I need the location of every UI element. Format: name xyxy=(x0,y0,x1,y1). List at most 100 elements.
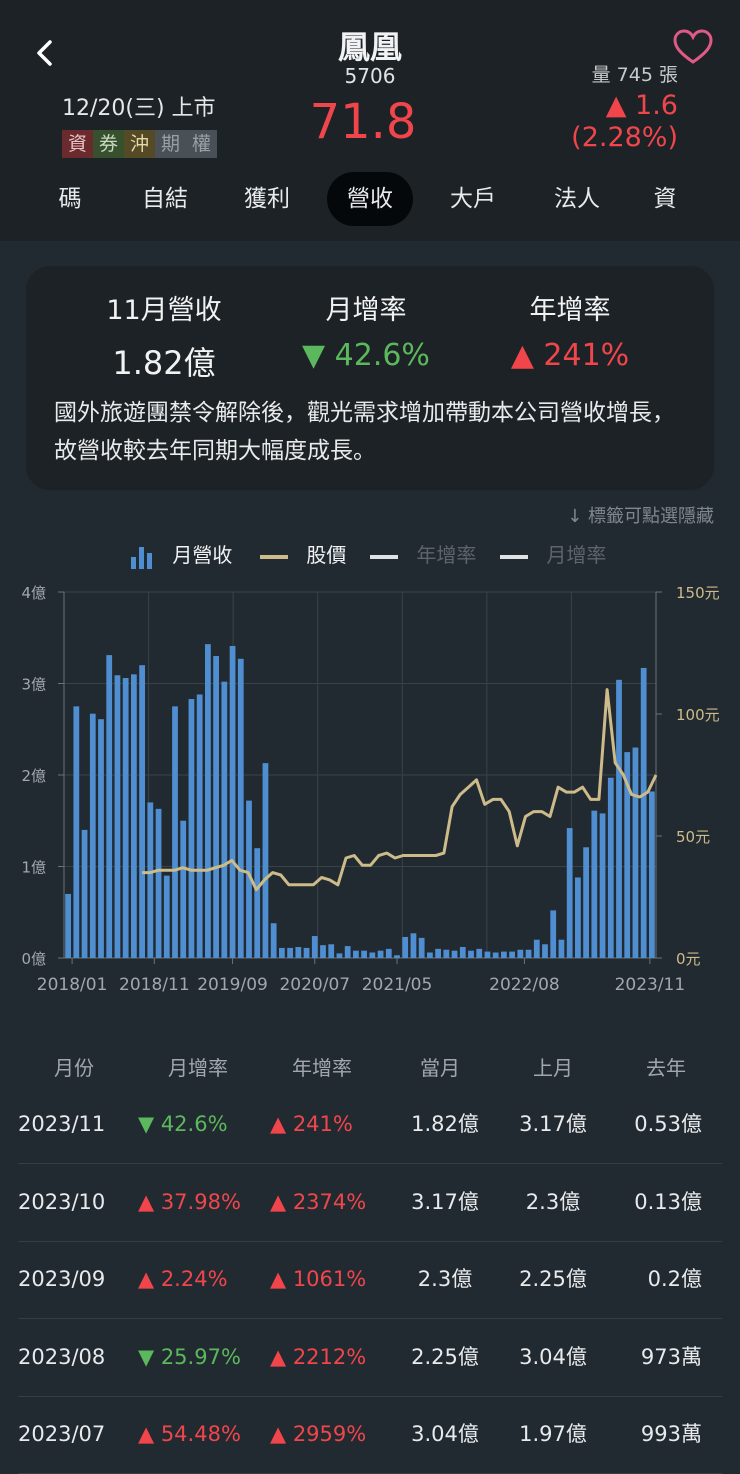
revenue-bar xyxy=(566,828,573,958)
mom-label: 月增率 xyxy=(325,295,407,326)
revenue-bar xyxy=(443,949,450,958)
table-row[interactable]: 2023/07 ▲ 54.48% ▲ 2959% 3.04億 1.97億 993萬 xyxy=(18,1396,722,1474)
cell-month: 2023/07 xyxy=(18,1422,106,1447)
cell-mom: ▲ 37.98% xyxy=(138,1189,241,1214)
x-tick-label: 2023/11 xyxy=(615,975,686,995)
cell-last-year: 0.13億 xyxy=(634,1189,702,1214)
table-row[interactable]: 2023/11 ▼ 42.6% ▲ 241% 1.82億 3.17億 0.53億 xyxy=(18,1086,722,1164)
revenue-bar xyxy=(221,681,228,958)
revenue-bar xyxy=(517,949,524,958)
revenue-bar xyxy=(525,949,532,958)
legend-mom[interactable]: 月增率 xyxy=(500,540,606,570)
revenue-bar xyxy=(155,808,162,958)
y-right-tick-label: 0元 xyxy=(676,950,701,968)
change-percent: (2.28%) xyxy=(571,122,678,153)
revenue-bar xyxy=(213,656,219,958)
cell-prev: 3.17億 xyxy=(519,1112,587,1136)
revenue-bar xyxy=(287,947,293,958)
cell-mom: ▲ 2.24% xyxy=(138,1267,228,1292)
revenue-bar xyxy=(262,763,269,958)
back-arrow-icon[interactable] xyxy=(30,36,60,70)
listing-date: 12/20(三) 上市 xyxy=(62,96,216,121)
revenue-bar xyxy=(410,933,417,958)
tab-chips[interactable]: 碼 xyxy=(58,186,82,212)
legend-yoy[interactable]: 年增率 xyxy=(370,540,476,570)
legend-hint: ↓ 標籤可點選隱藏 xyxy=(567,506,714,527)
stock-header: 鳳凰 5706 71.8 12/20(三) 上市 資 券 沖 期 權 量 745… xyxy=(0,0,740,241)
x-tick-label: 2021/05 xyxy=(362,975,433,995)
cell-month: 2023/10 xyxy=(18,1189,106,1214)
cell-current: 3.17億 xyxy=(411,1189,479,1214)
col-current: 當月 xyxy=(420,1056,460,1080)
y-left-tick-label: 3億 xyxy=(21,676,46,694)
price-line-swatch xyxy=(260,554,288,559)
legend-price[interactable]: 股價 xyxy=(260,540,346,570)
tab-major-holders[interactable]: 大戶 xyxy=(450,186,496,212)
tab-capital[interactable]: 資 xyxy=(653,186,677,212)
revenue-bar xyxy=(476,948,483,958)
x-tick-label: 2022/08 xyxy=(489,975,560,995)
revenue-bar xyxy=(196,694,203,958)
revenue-bar xyxy=(328,944,335,958)
revenue-bar xyxy=(303,947,310,958)
x-tick-label: 2019/09 xyxy=(197,975,268,995)
trading-tags: 資 券 沖 期 權 xyxy=(62,130,217,158)
revenue-bar xyxy=(246,800,252,958)
y-left-tick-label: 0億 xyxy=(21,950,46,968)
revenue-bar xyxy=(336,953,343,958)
y-right-tick-label: 50元 xyxy=(676,828,710,846)
tab-self-report[interactable]: 自結 xyxy=(142,186,188,212)
mom-line-swatch xyxy=(500,554,528,559)
revenue-bar xyxy=(542,944,548,958)
revenue-bar xyxy=(591,810,598,958)
cell-current: 2.3億 xyxy=(417,1267,473,1292)
revenue-bar xyxy=(131,674,137,958)
revenue-bar xyxy=(139,665,145,958)
revenue-chart[interactable]: 0億 1億 2億 3億 4億 0元 50元 100元 150元 2018/01 2018/11 201… xyxy=(0,580,740,1000)
table-row[interactable]: 2023/10 ▲ 37.98% ▲ 2374% 3.17億 2.3億 0.13億 xyxy=(18,1164,722,1242)
table-row[interactable]: 2023/09 ▲ 2.24% ▲ 1061% 2.3億 2.25億 0.2億 xyxy=(18,1241,722,1320)
tab-revenue[interactable]: 營收 xyxy=(327,172,413,226)
revenue-bar xyxy=(427,952,433,958)
cell-prev: 3.04億 xyxy=(519,1344,587,1369)
x-tick-label: 2020/07 xyxy=(279,975,350,995)
col-mom: 月增率 xyxy=(168,1056,228,1080)
revenue-bar xyxy=(106,655,113,958)
month-revenue-value: 1.82億 xyxy=(112,344,216,382)
cell-mom: ▲ 54.48% xyxy=(138,1422,241,1447)
revenue-description: 國外旅遊團禁令解除後，觀光需求增加帶動本公司營收增長，故營收較去年同期大幅度成長… xyxy=(54,400,675,464)
revenue-bar xyxy=(624,752,631,958)
revenue-bar xyxy=(270,923,277,958)
x-tick-label: 2018/01 xyxy=(37,975,108,995)
revenue-bar xyxy=(468,950,474,958)
col-prev: 上月 xyxy=(533,1056,573,1080)
revenue-bar xyxy=(172,706,178,958)
tab-institutional[interactable]: 法人 xyxy=(554,186,600,212)
revenue-bar xyxy=(649,791,655,958)
revenue-bar xyxy=(501,951,507,958)
revenue-bar xyxy=(418,937,425,958)
stock-price: 71.8 xyxy=(309,94,417,150)
cell-mom: ▼ 42.6% xyxy=(138,1112,228,1136)
cell-yoy: ▲ 241% xyxy=(270,1112,353,1136)
revenue-bar xyxy=(640,667,647,958)
yoy-line-swatch xyxy=(370,554,398,559)
revenue-bar xyxy=(205,644,211,958)
revenue-bar xyxy=(583,847,589,958)
x-tick-label: 2018/11 xyxy=(119,975,190,995)
tag-options: 權 xyxy=(186,130,217,158)
revenue-bar xyxy=(509,951,515,958)
heart-icon[interactable] xyxy=(672,28,714,66)
revenue-bar xyxy=(484,951,491,958)
y-right-tick-label: 100元 xyxy=(676,706,720,724)
tab-profit[interactable]: 獲利 xyxy=(244,186,290,212)
tag-daytrade: 沖 xyxy=(124,130,155,158)
cell-mom: ▼ 25.97% xyxy=(138,1344,241,1369)
revenue-bar xyxy=(377,950,384,958)
mom-value: ▼ 42.6% xyxy=(302,338,430,373)
col-yoy: 年增率 xyxy=(292,1056,352,1080)
revenue-bar xyxy=(369,952,376,958)
legend-revenue[interactable]: 月營收 xyxy=(130,540,232,570)
revenue-bar xyxy=(311,936,318,958)
table-row[interactable]: 2023/08 ▼ 25.97% ▲ 2212% 2.25億 3.04億 973萬 xyxy=(18,1319,722,1397)
